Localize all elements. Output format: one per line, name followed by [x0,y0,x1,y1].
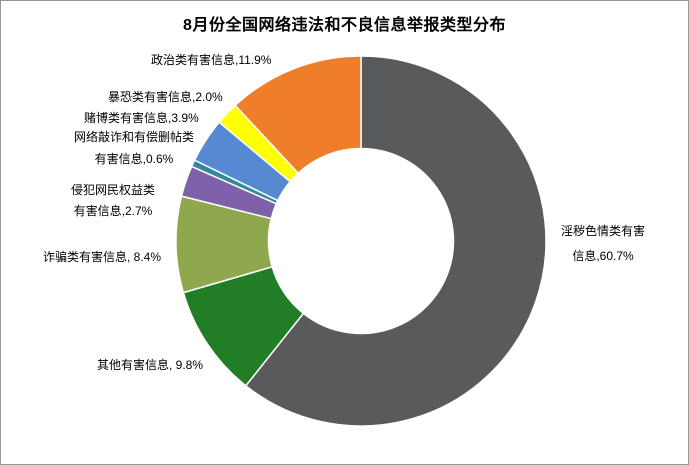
pie-label-text: 政治类有害信息,11.9% [151,53,272,67]
pie-label-gambling: 赌博类有害信息,3.9% [84,110,199,126]
pie-label-line2: 有害信息,2.7% [73,204,153,218]
pie-label-terror: 暴恐类有害信息,2.0% [108,89,223,105]
pie-label-political: 政治类有害信息,11.9% [151,52,271,68]
pie-label-text: 赌博类有害信息,3.9% [84,111,199,125]
pie-slice-political[interactable] [234,55,362,174]
pie-label-rights: 侵犯网民权益类 有害信息,2.7% [57,180,169,222]
pie-label-text: 其他有害信息, 9.8% [97,358,204,372]
pie-label-text: 诈骗类有害信息, 8.4% [43,250,162,264]
pie-label-line1: 网络敲诈和有偿删帖类 [73,130,194,144]
pie-label-porn: 淫秽色情类有害 信息,60.7% [551,219,655,269]
pie-label-line1: 淫秽色情类有害 [560,224,645,238]
pie-label-extortion: 网络敲诈和有偿删帖类 有害信息,0.6% [71,126,197,170]
pie-label-other: 其他有害信息, 9.8% [97,357,203,373]
pie-slice-porn[interactable] [245,55,547,427]
pie-label-line2: 有害信息,0.6% [94,152,174,166]
pie-label-line1: 侵犯网民权益类 [70,183,155,197]
pie-label-text: 暴恐类有害信息,2.0% [108,90,223,104]
chart-title: 8月份全国网络违法和不良信息举报类型分布 [183,17,506,34]
pie-label-line2: 信息,60.7% [572,249,634,263]
pie-label-fraud: 诈骗类有害信息, 8.4% [43,249,161,265]
